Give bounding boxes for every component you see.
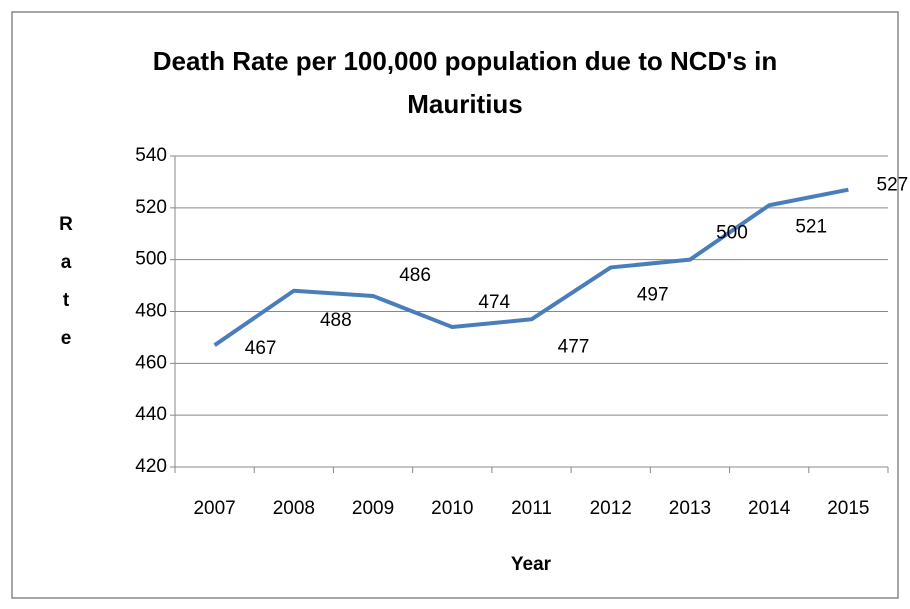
- data-line: [213, 187, 849, 347]
- x-tick-label: 2014: [748, 498, 791, 519]
- data-label: 527: [877, 175, 909, 196]
- data-label: 497: [637, 284, 669, 305]
- data-label: 486: [399, 265, 431, 286]
- x-tick-label: 2013: [669, 498, 711, 519]
- y-axis-label: Rate: [59, 214, 73, 349]
- x-tick-label: 2011: [511, 498, 552, 519]
- x-tick-label: 2015: [827, 498, 869, 519]
- data-label: 521: [795, 216, 827, 237]
- y-tick-label: 540: [135, 145, 167, 166]
- x-tick-label: 2007: [193, 498, 235, 519]
- data-label: 500: [716, 223, 748, 244]
- y-tick-label: 480: [135, 301, 167, 322]
- data-label: 474: [478, 292, 510, 313]
- y-tick-label: 460: [135, 352, 167, 373]
- x-tick-label: 2010: [431, 498, 473, 519]
- x-tick-label: 2008: [273, 498, 315, 519]
- y-tick-label: 520: [135, 197, 167, 218]
- chart-title: Death Rate per 100,000 population due to…: [152, 46, 778, 119]
- data-label: 467: [245, 338, 277, 359]
- x-tick-label: 2009: [352, 498, 394, 519]
- y-tick-label: 420: [135, 456, 167, 477]
- y-tick-label: 500: [135, 249, 167, 270]
- x-axis-label: Year: [511, 554, 552, 575]
- y-tick-label: 440: [135, 404, 167, 425]
- data-label: 477: [558, 336, 590, 357]
- chart-border: [11, 11, 899, 599]
- x-tick-label: 2012: [590, 498, 632, 519]
- data-label: 488: [320, 310, 352, 331]
